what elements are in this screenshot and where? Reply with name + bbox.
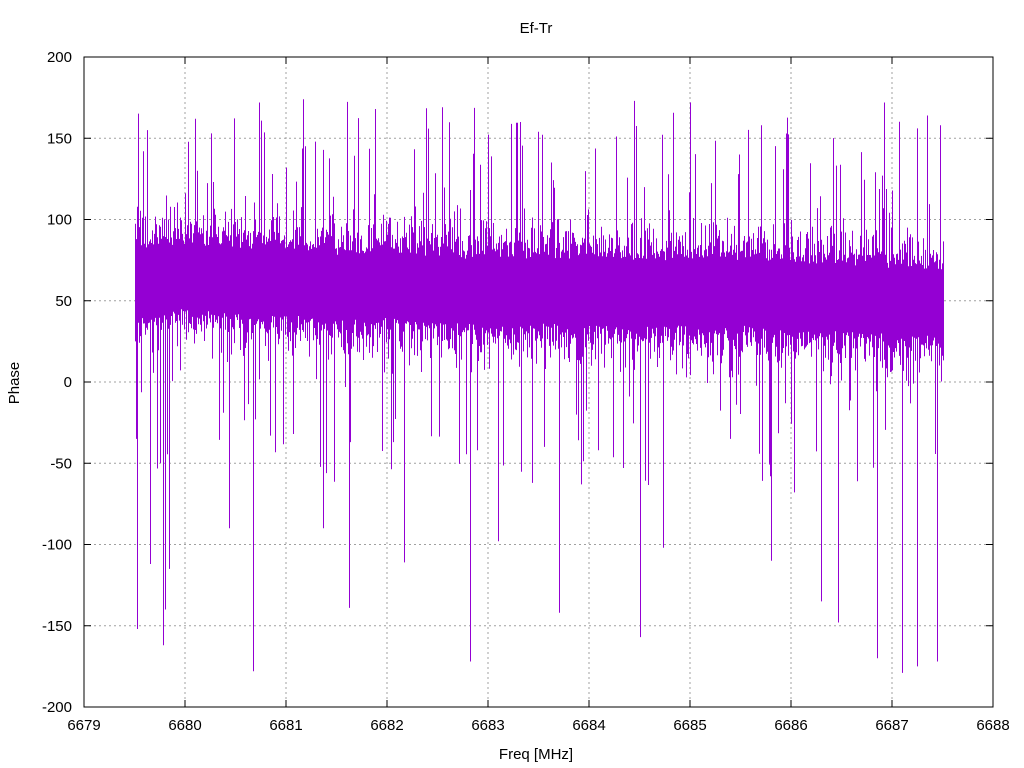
chart-title: Ef-Tr [520,20,553,37]
y-tick-label: -200 [42,699,72,716]
y-tick-label: 100 [47,212,72,229]
x-tick-label: 6682 [370,717,403,734]
x-tick-label: 6684 [572,717,605,734]
x-axis-label: Freq [MHz] [499,746,573,763]
x-tick-label: 6688 [976,717,1009,734]
y-axis-label: Phase [6,362,23,405]
x-tick-label: 6685 [673,717,706,734]
x-tick-label: 6679 [67,717,100,734]
y-tick-label: 200 [47,49,72,66]
series-group [135,99,944,673]
y-tick-label: 0 [64,374,72,391]
y-tick-label: 50 [55,293,72,310]
x-tick-label: 6680 [168,717,201,734]
x-tick-label: 6686 [774,717,807,734]
axis-ticks: 6679 6680 6681 6682 6683 6684 6685 6686 6687 6688… [42,49,1010,734]
y-tick-label: 150 [47,130,72,147]
y-tick-label: -100 [42,537,72,554]
x-tick-label: 6681 [269,717,302,734]
y-tick-label: -150 [42,618,72,635]
phase-series-line [135,99,944,673]
x-tick-label: 6687 [875,717,908,734]
x-tick-label: 6683 [471,717,504,734]
y-tick-label: -50 [50,455,72,472]
